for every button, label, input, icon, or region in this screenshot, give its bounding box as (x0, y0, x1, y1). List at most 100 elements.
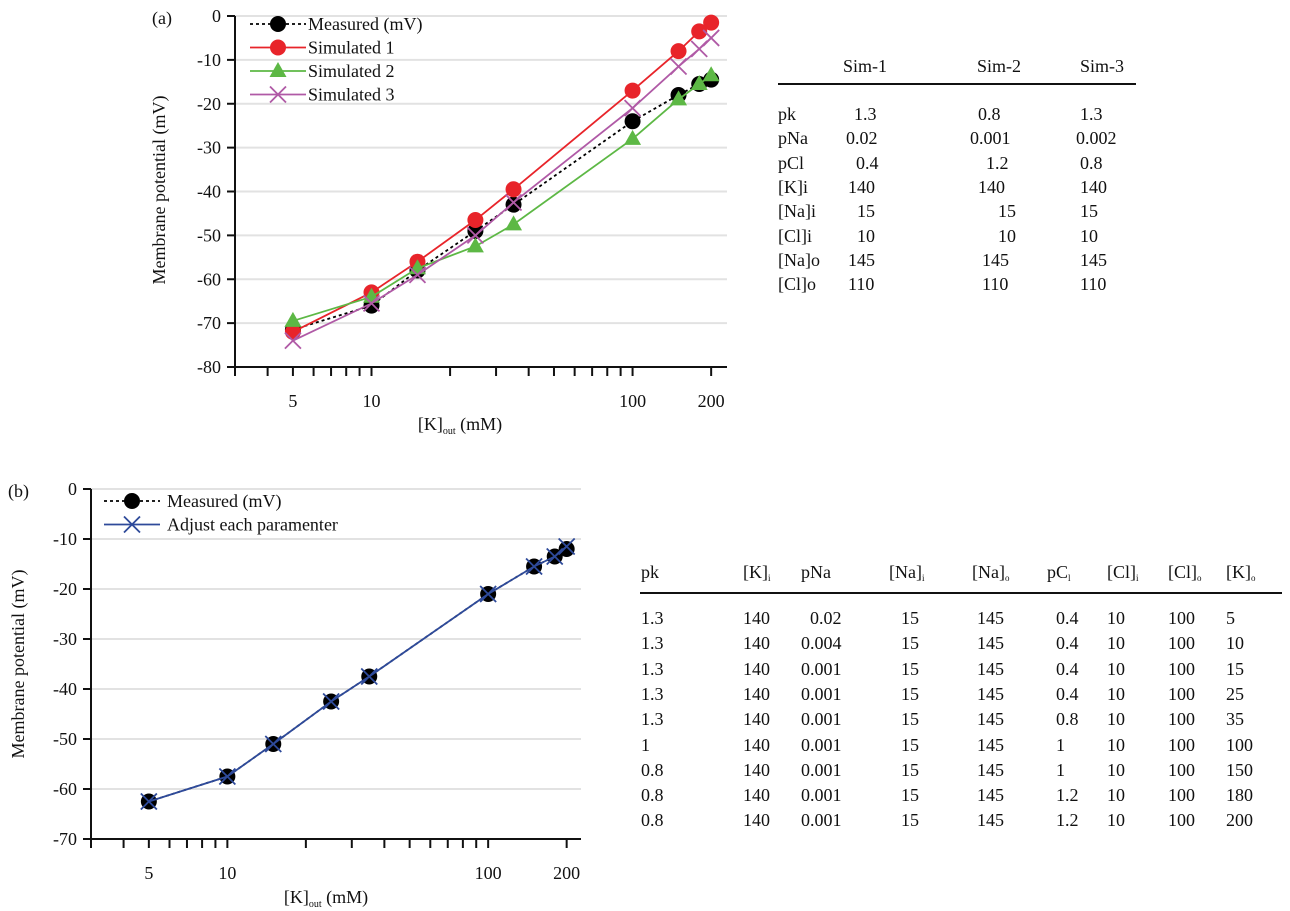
column-header-subscript: o (1251, 573, 1256, 583)
x-tick-label: 5 (144, 863, 153, 883)
data-point (546, 547, 564, 566)
table-cell-text: 0.002 (1076, 128, 1117, 149)
data-point (479, 585, 497, 603)
row-label: [Cl]i (778, 226, 812, 247)
column-header: Sim-3 (1080, 56, 1124, 77)
y-tick-label: -70 (53, 829, 77, 849)
table-cell: 140 (743, 659, 770, 680)
x-tick-label: 100 (619, 391, 646, 411)
table-cell: 145 (982, 250, 1009, 271)
table-cell-text: 0.001 (801, 734, 842, 755)
table-cell-text: 140 (743, 785, 770, 806)
x-axis-title-sub: out (443, 426, 456, 437)
column-header: Sim-2 (977, 56, 1021, 77)
table-cell: 10 (1107, 709, 1125, 730)
y-axis-title: Membrane potential (mV) (149, 96, 170, 285)
table-cell-text: 0.001 (801, 785, 842, 806)
table-cell-text: 145 (977, 709, 1004, 730)
table-cell-text: 140 (743, 608, 770, 628)
table-cell: 140 (743, 709, 770, 730)
table-cell-text: 1.3 (641, 709, 664, 730)
table-cell-text: 0.001 (801, 658, 842, 679)
data-point (624, 129, 642, 145)
data-point (264, 735, 282, 753)
table-cell: 0.001 (801, 785, 842, 806)
table-cell-text: 200 (1226, 810, 1253, 831)
table-cell: 0.8 (1056, 709, 1079, 730)
table-cell: 100 (1168, 785, 1195, 806)
data-point (703, 14, 720, 31)
table-cell-text: 15 (901, 734, 919, 755)
chart-a: 0 -10 -20 -30 -40 -50 -60 -70 -80 5 10 100 200 (a) Mem… (149, 6, 727, 437)
table-cell-text: 10 (1107, 810, 1125, 831)
series-line (148, 545, 568, 803)
table-cell: 110 (982, 274, 1008, 295)
table-cell-text: 10 (1107, 734, 1125, 755)
row-label: pCl (778, 153, 804, 174)
data-point (504, 193, 523, 212)
table-cell: 10 (1107, 760, 1125, 781)
data-point (623, 99, 642, 117)
chart-b: 0 -10 -20 -30 -40 -50 -60 -70 5 10 100 200 (b) Membra… (8, 479, 581, 910)
row-label: [Na]i (778, 201, 816, 222)
series-simulated-3 (284, 29, 720, 350)
table-cell: 10 (1107, 785, 1125, 806)
table-cell-text: 140 (1080, 176, 1107, 197)
table-cell: 100 (1226, 735, 1253, 756)
legend-marker (270, 39, 286, 56)
data-point (670, 43, 687, 60)
row-label-text: [K]i (778, 176, 808, 197)
table-cell-text: 100 (1168, 683, 1195, 704)
table-cell-text: 1 (1056, 759, 1065, 780)
row-label: pk (778, 104, 796, 125)
table-cell-text: 0.02 (810, 608, 842, 628)
table-cell-text: 0.8 (1056, 709, 1079, 730)
data-point (702, 66, 720, 82)
table-cell-text: 145 (982, 249, 1009, 270)
table-cell-text: 110 (1080, 274, 1107, 295)
table-cell-text: 180 (1226, 785, 1253, 806)
table-cell: 100 (1168, 760, 1195, 781)
series-measured-mv- (284, 71, 720, 338)
table-cell-text: 25 (1226, 683, 1244, 704)
table-cell-text: 15 (901, 810, 919, 831)
table-cell-text: 100 (1168, 810, 1195, 831)
table-cell-text: 145 (977, 734, 1004, 755)
table-cell-text: 140 (743, 709, 770, 730)
table-cell: 0.001 (801, 709, 842, 730)
table-cell: 15 (901, 709, 919, 730)
y-tick-label: -40 (197, 182, 221, 202)
data-point (466, 226, 485, 245)
legend-marker (270, 16, 286, 32)
row-label: [Cl]o (778, 274, 816, 295)
table-cell: 35 (1226, 709, 1244, 730)
data-point (505, 215, 523, 231)
table-cell: 0.001 (970, 128, 1011, 149)
y-tick-label: 0 (212, 6, 221, 26)
table-cell: 0.4 (856, 153, 879, 174)
column-header: [Cl]o (1168, 562, 1202, 583)
table-cell: 0.001 (801, 659, 842, 680)
table-cell: 145 (1080, 250, 1107, 271)
data-point (558, 537, 576, 556)
table-cell: 1 (641, 735, 650, 756)
column-header: [Na]o (972, 562, 1009, 583)
table-cell-text: 10 (998, 225, 1016, 246)
legend-entry: Adjust each paramenter (104, 515, 338, 535)
data-point (525, 557, 543, 576)
table-cell: 0.001 (801, 760, 842, 781)
table-cell: 145 (977, 709, 1004, 730)
row-label-text: [Na]i (778, 201, 816, 222)
table-cell-text: 140 (848, 176, 875, 197)
x-tick-label: 200 (553, 863, 580, 883)
data-point (408, 266, 427, 284)
column-header-text: Sim-2 (977, 56, 1022, 76)
table-cell-text: 0.8 (1080, 152, 1103, 173)
table-cell: 140 (743, 785, 770, 806)
column-header-text: [K] (743, 562, 768, 582)
table-cell: 145 (848, 250, 875, 271)
table-cell: 15 (1226, 659, 1244, 680)
column-header-text: Sim-1 (843, 56, 888, 76)
y-tick-label: -50 (197, 225, 221, 245)
table-cell-text: 0.4 (1056, 608, 1079, 628)
